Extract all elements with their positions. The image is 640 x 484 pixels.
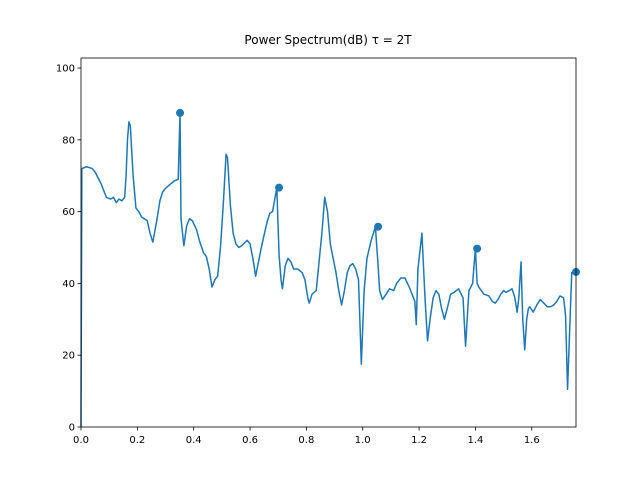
chart-title: Power Spectrum(dB) τ = 2T [244, 33, 412, 47]
y-tick-label: 100 [56, 64, 75, 75]
peak-marker [275, 183, 284, 192]
y-tick-label: 60 [62, 207, 75, 218]
x-tick-label: 0.6 [242, 435, 258, 446]
x-tick-label: 0.2 [129, 435, 145, 446]
x-tick-label: 0.8 [298, 435, 314, 446]
plot-area: 0.0 0.2 0.4 0.6 0.8 1.0 1.2 1.4 1.6 0 20 40 60 80 100 [56, 64, 580, 446]
y-tick-label: 80 [62, 135, 75, 146]
peak-marker [473, 244, 482, 253]
x-tick-label: 1.0 [355, 435, 371, 446]
y-tick-label: 40 [62, 279, 75, 290]
x-tick-label: 0.4 [186, 435, 202, 446]
x-tick-label: 0.0 [73, 435, 89, 446]
peak-marker [176, 108, 185, 117]
peak-marker [374, 222, 383, 231]
y-tick-label: 20 [62, 351, 75, 362]
x-tick-label: 1.2 [411, 435, 427, 446]
axes-frame [80, 57, 577, 428]
x-tick-label: 1.4 [467, 435, 483, 446]
spectrum-line [80, 112, 573, 428]
x-tick-label: 1.6 [524, 435, 540, 446]
y-tick-label: 0 [69, 423, 75, 434]
